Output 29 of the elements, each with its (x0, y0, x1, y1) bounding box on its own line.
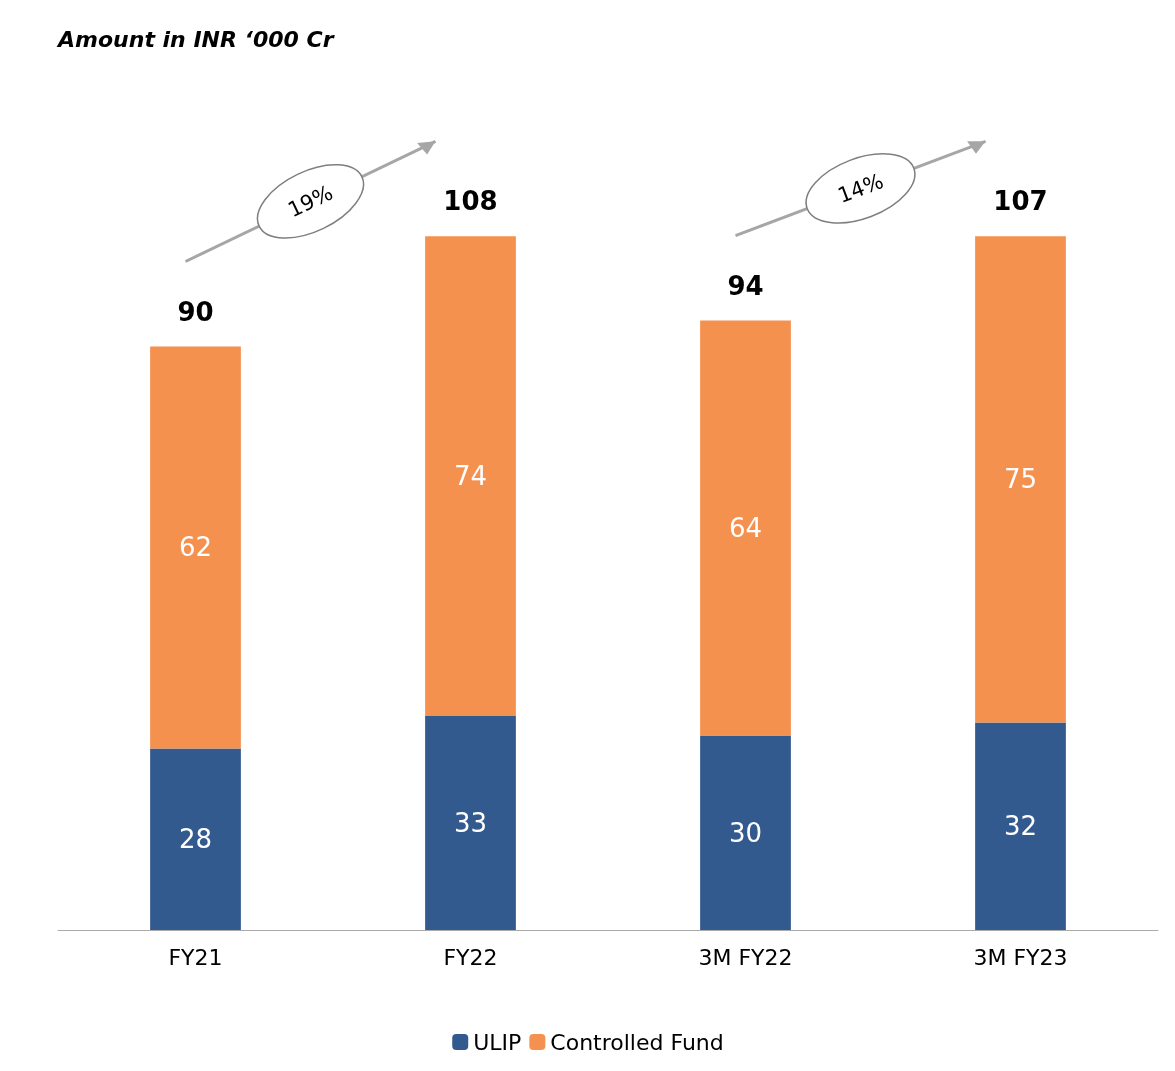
data-label: 75 (1003, 464, 1038, 495)
data-label: 33 (453, 808, 488, 839)
bar (975, 722, 1066, 930)
bar (150, 346, 241, 749)
x-tick-label: FY22 (443, 944, 498, 970)
legend-label: ULIP (473, 1029, 522, 1055)
x-tick-label: FY21 (168, 944, 223, 970)
total-label: 108 (443, 186, 498, 217)
chart-subtitle: Amount in INR ‘000 Cr (56, 26, 335, 52)
bar (425, 716, 516, 930)
data-label: 74 (453, 461, 488, 492)
bar (975, 236, 1066, 723)
total-label: 94 (727, 270, 764, 301)
data-label: 28 (178, 824, 213, 855)
total-label: 90 (177, 296, 214, 327)
total-label: 107 (993, 186, 1048, 217)
legend-label: Controlled Fund (550, 1029, 724, 1055)
x-tick-label: 3M FY22 (698, 944, 793, 970)
bar (700, 320, 791, 736)
text: 19% (284, 180, 337, 223)
data-label: 30 (728, 817, 763, 848)
data-label: 62 (178, 532, 213, 563)
bar (700, 735, 791, 930)
bar (150, 748, 241, 930)
bar (425, 236, 516, 717)
text: 14% (834, 168, 887, 208)
x-tick-label: 3M FY23 (973, 944, 1068, 970)
data-label: 64 (728, 513, 763, 544)
data-label: 32 (1003, 811, 1038, 842)
